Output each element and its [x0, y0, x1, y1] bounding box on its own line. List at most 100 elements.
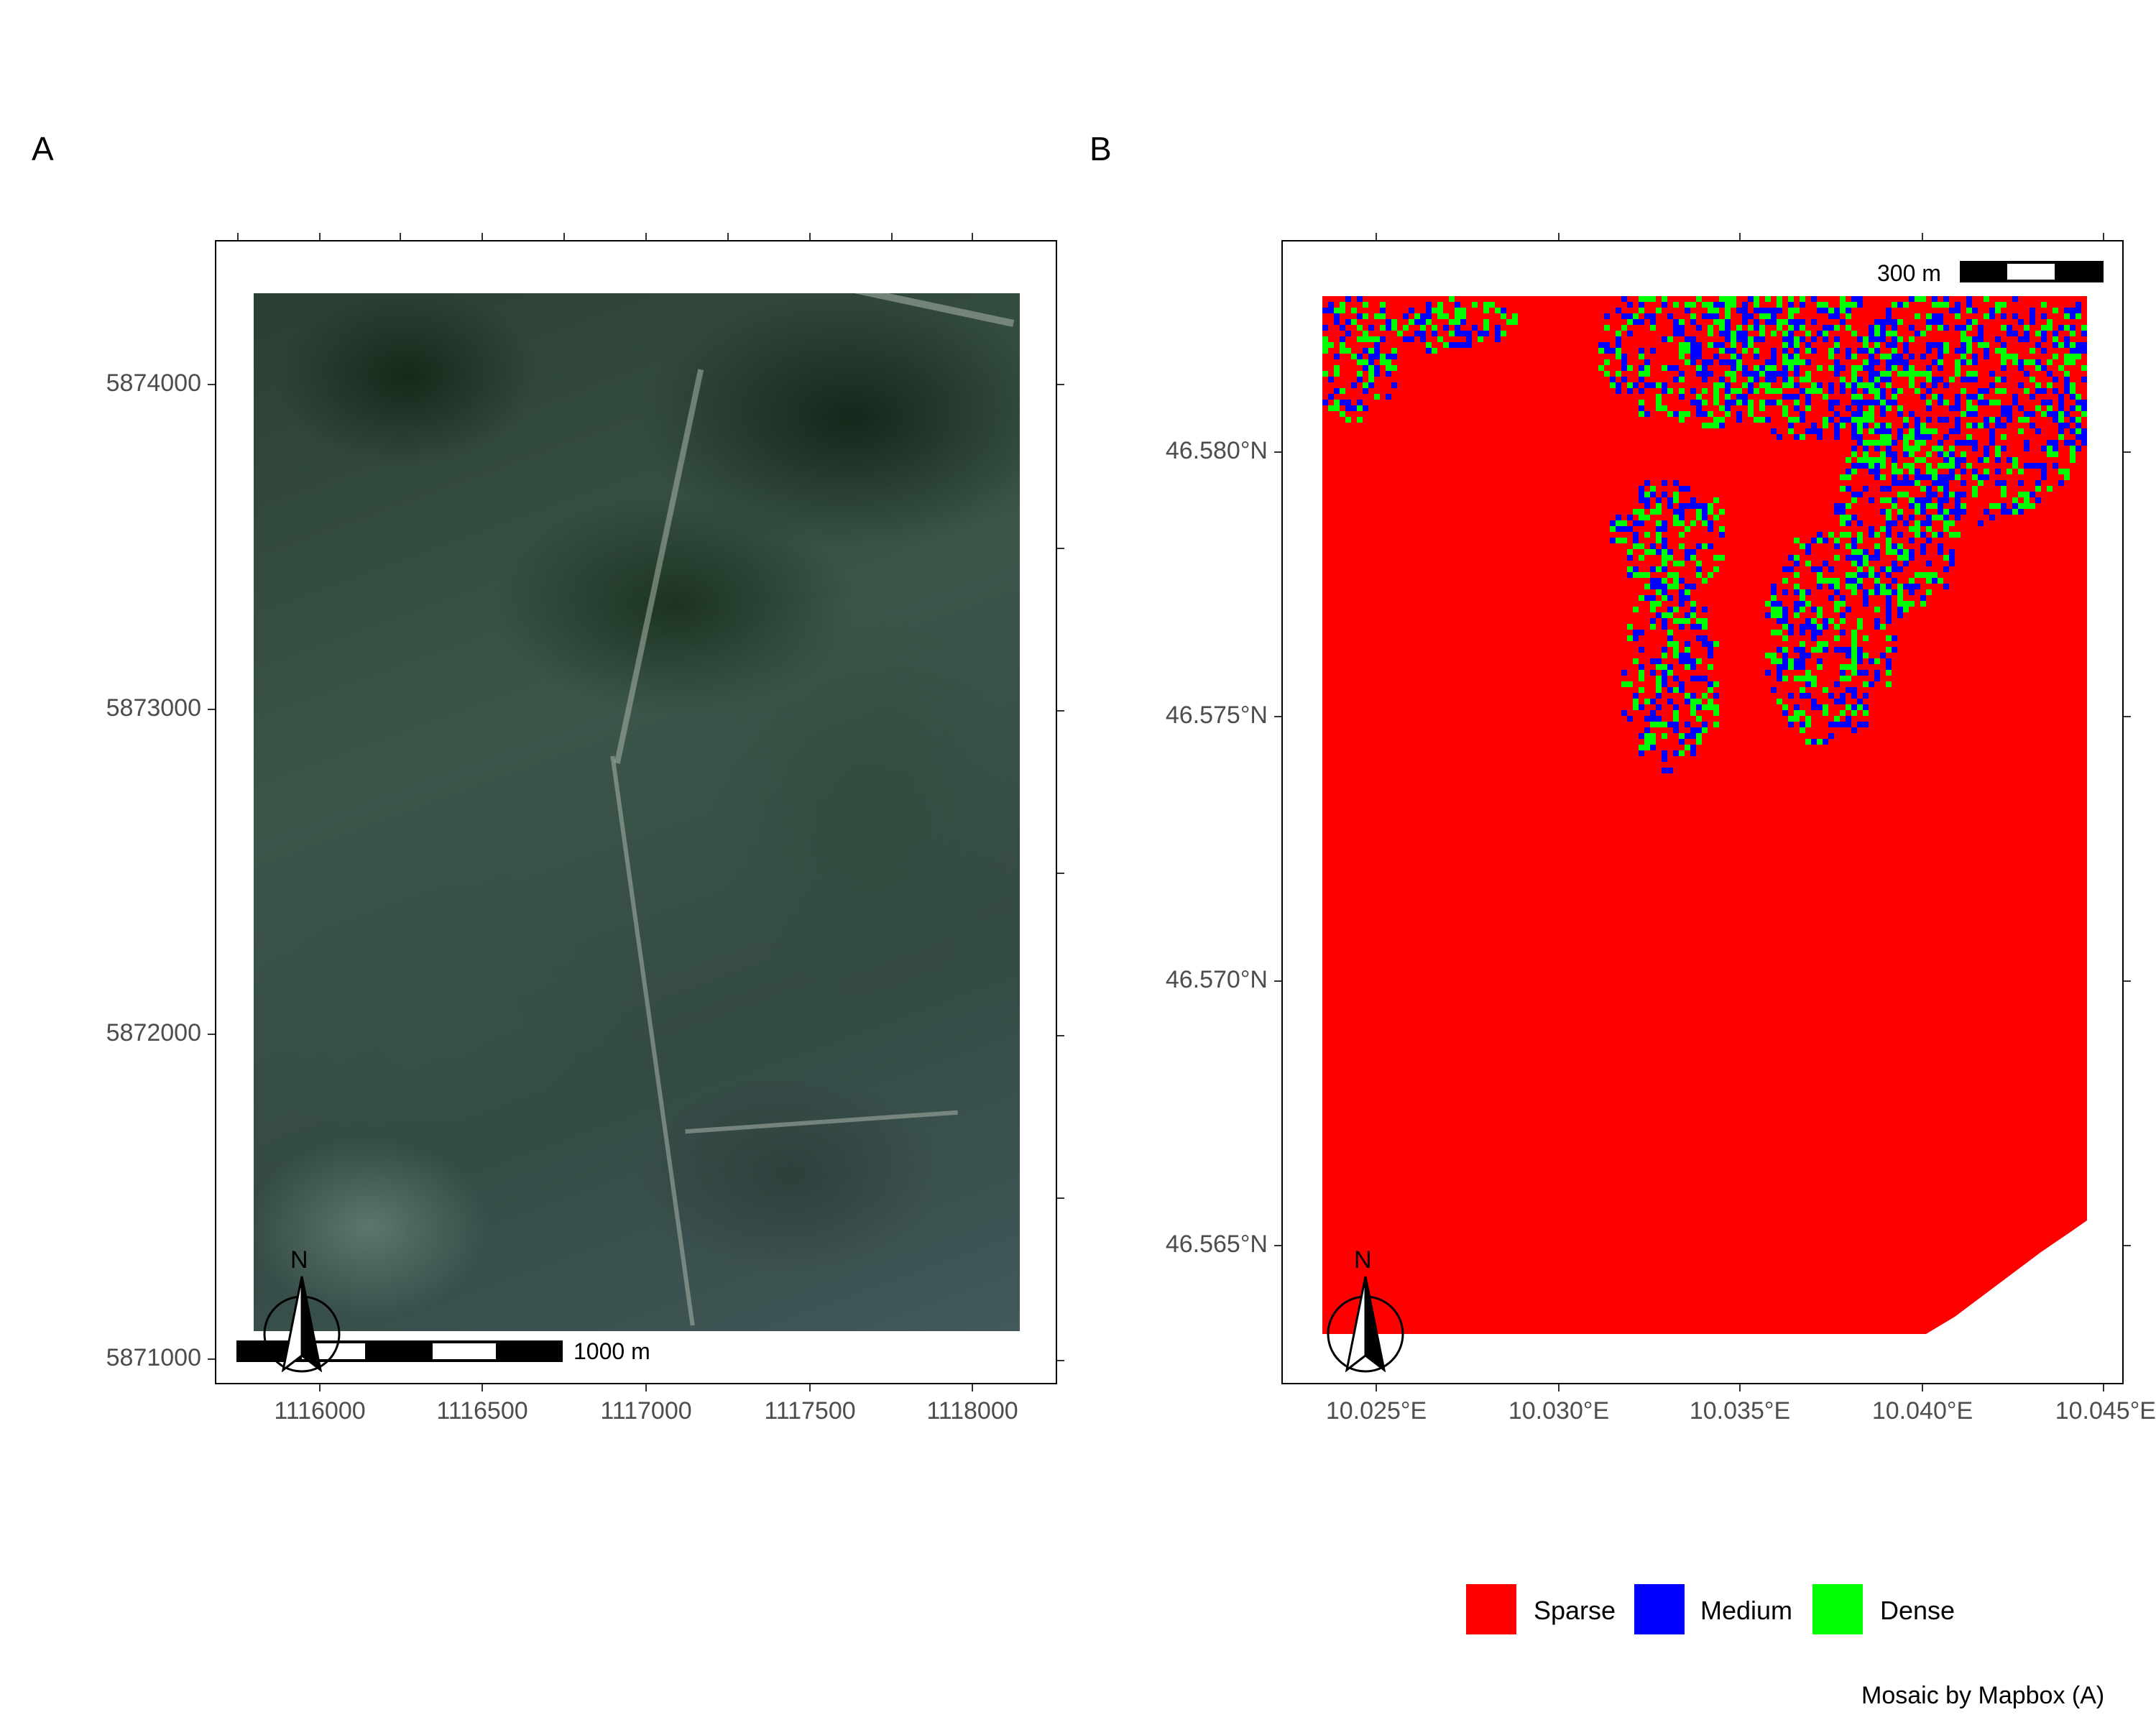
vegetation-pixel: [1639, 497, 1644, 503]
vegetation-pixel: [2064, 388, 2070, 394]
vegetation-pixel: [1702, 722, 1708, 727]
vegetation-pixel: [1926, 434, 1932, 440]
vegetation-pixel: [1995, 377, 2001, 382]
vegetation-pixel: [2018, 336, 2024, 342]
vegetation-pixel: [1754, 325, 1759, 331]
vegetation-pixel: [1708, 572, 1713, 578]
vegetation-pixel: [1800, 664, 1805, 670]
vegetation-pixel: [1679, 331, 1685, 336]
vegetation-pixel: [1679, 371, 1685, 377]
vegetation-pixel: [1725, 411, 1731, 417]
vegetation-pixel: [1627, 331, 1633, 336]
vegetation-pixel: [1897, 515, 1903, 520]
x-tick: [319, 1384, 321, 1392]
vegetation-pixel: [1639, 492, 1644, 497]
vegetation-pixel: [1834, 647, 1840, 653]
vegetation-pixel: [1874, 428, 1880, 434]
vegetation-pixel: [1685, 745, 1690, 750]
vegetation-pixel: [1357, 354, 1363, 359]
vegetation-pixel: [1656, 578, 1662, 584]
vegetation-pixel: [1920, 601, 1926, 607]
vegetation-pixel: [1915, 520, 1920, 526]
vegetation-pixel: [1633, 693, 1639, 699]
vegetation-pixel: [1840, 423, 1846, 428]
vegetation-pixel: [1926, 561, 1932, 566]
vegetation-pixel: [1846, 474, 1851, 480]
vegetation-pixel: [1961, 359, 1966, 365]
vegetation-pixel: [1736, 331, 1742, 336]
vegetation-pixel: [1989, 428, 1995, 434]
vegetation-pixel: [1708, 641, 1713, 647]
vegetation-pixel: [1754, 377, 1759, 382]
vegetation-pixel: [1869, 365, 1874, 371]
vegetation-pixel: [2030, 319, 2035, 325]
vegetation-pixel: [2070, 325, 2076, 331]
vegetation-pixel: [1432, 348, 1437, 354]
vegetation-pixel: [1892, 331, 1897, 336]
vegetation-pixel: [1679, 325, 1685, 331]
vegetation-pixel: [1662, 566, 1667, 572]
vegetation-pixel: [1685, 733, 1690, 739]
vegetation-pixel: [1840, 664, 1846, 670]
vegetation-pixel: [1719, 296, 1725, 302]
vegetation-pixel: [1639, 572, 1644, 578]
vegetation-pixel: [1817, 658, 1823, 664]
vegetation-pixel: [1489, 302, 1495, 308]
vegetation-pixel: [1811, 676, 1817, 681]
vegetation-pixel: [1644, 359, 1650, 365]
vegetation-pixel: [1731, 359, 1736, 365]
vegetation-pixel: [1771, 589, 1777, 595]
vegetation-pixel: [1909, 296, 1915, 302]
vegetation-pixel: [1667, 607, 1673, 612]
vegetation-pixel: [1736, 354, 1742, 359]
x-tick-label: 1116000: [274, 1397, 366, 1425]
vegetation-pixel: [1633, 607, 1639, 612]
vegetation-pixel: [1892, 578, 1897, 584]
vegetation-pixel: [1345, 400, 1351, 405]
vegetation-pixel: [1644, 595, 1650, 601]
vegetation-pixel: [1800, 589, 1805, 595]
vegetation-pixel: [1955, 515, 1961, 520]
vegetation-pixel: [1834, 589, 1840, 595]
vegetation-pixel: [1811, 704, 1817, 710]
vegetation-pixel: [1656, 394, 1662, 400]
vegetation-pixel: [1892, 497, 1897, 503]
vegetation-pixel: [1886, 572, 1892, 578]
vegetation-pixel: [1690, 699, 1696, 704]
vegetation-pixel: [1823, 336, 1828, 342]
vegetation-pixel: [1869, 526, 1874, 532]
vegetation-pixel: [1961, 457, 1966, 463]
vegetation-pixel: [1828, 325, 1834, 331]
vegetation-pixel: [1685, 647, 1690, 653]
vegetation-pixel: [1840, 670, 1846, 676]
vegetation-pixel: [1679, 561, 1685, 566]
x-tick-label: 10.040°E: [1871, 1397, 1973, 1425]
vegetation-pixel: [1851, 417, 1857, 423]
vegetation-pixel: [1644, 296, 1650, 302]
vegetation-pixel: [2047, 371, 2053, 377]
vegetation-pixel: [1915, 572, 1920, 578]
vegetation-pixel: [1345, 331, 1351, 336]
vegetation-pixel: [1851, 515, 1857, 520]
vegetation-pixel: [2012, 354, 2018, 359]
vegetation-pixel: [1943, 296, 1949, 302]
vegetation-pixel: [1840, 520, 1846, 526]
y-tick: [1274, 716, 1281, 717]
vegetation-pixel: [1656, 664, 1662, 670]
vegetation-pixel: [2058, 480, 2064, 486]
vegetation-pixel: [1880, 463, 1886, 469]
vegetation-pixel: [1886, 532, 1892, 538]
vegetation-pixel: [1978, 474, 1984, 480]
vegetation-pixel: [1932, 428, 1938, 434]
vegetation-pixel: [1334, 371, 1340, 377]
vegetation-pixel: [1777, 296, 1782, 302]
vegetation-pixel: [1903, 423, 1909, 428]
vegetation-pixel: [1788, 302, 1794, 308]
vegetation-pixel: [2018, 365, 2024, 371]
vegetation-pixel: [1817, 382, 1823, 388]
vegetation-pixel: [1644, 411, 1650, 417]
vegetation-pixel: [1880, 624, 1886, 630]
vegetation-pixel: [1644, 371, 1650, 377]
vegetation-pixel: [1708, 371, 1713, 377]
vegetation-pixel: [1460, 342, 1466, 348]
